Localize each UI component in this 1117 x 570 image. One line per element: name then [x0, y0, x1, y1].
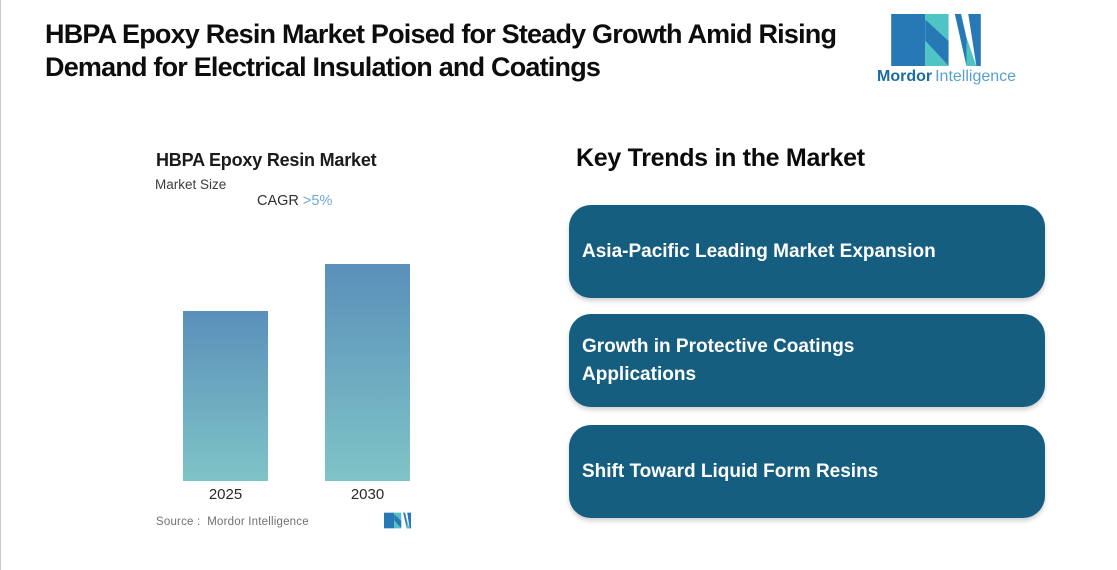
trend-card-liquid-form: Shift Toward Liquid Form Resins — [569, 425, 1045, 518]
wordmark-intelligence: Intelligence — [935, 68, 1017, 85]
chart-title: HBPA Epoxy Resin Market — [156, 150, 377, 170]
chart-bar-2025 — [183, 311, 268, 481]
bar-chart — [183, 264, 410, 481]
wordmark-mordor: Mordor — [877, 68, 933, 85]
trends-heading: Key Trends in the Market — [576, 144, 865, 172]
chart-bar-2030 — [325, 264, 410, 481]
mordor-logo-wordmark: Mordor Intelligence — [877, 68, 1016, 86]
trend-card-label: Asia-Pacific Leading Market Expansion — [582, 240, 936, 262]
trend-card-label: Growth in Protective Coatings Applicatio… — [582, 335, 855, 385]
mordor-logo: Mordor Intelligence — [877, 14, 1016, 86]
trend-card-label: Shift Toward Liquid Form Resins — [582, 460, 879, 482]
cagr-value: >5% — [302, 193, 333, 209]
source-note: Source : Mordor Intelligence — [156, 516, 309, 528]
chart-subtitle: Market Size — [155, 177, 227, 192]
page-title: HBPA Epoxy Resin Market Poised for Stead… — [45, 19, 837, 82]
cagr-annotation: CAGR >5% — [257, 193, 332, 209]
cagr-label: CAGR — [257, 193, 299, 209]
mordor-logo-small-icon — [384, 512, 411, 529]
mordor-logo-icon — [891, 14, 981, 66]
bar-label-2025: 2025 — [208, 486, 243, 503]
bar-label-2030: 2030 — [350, 486, 385, 503]
trend-card-asia-pacific: Asia-Pacific Leading Market Expansion — [569, 205, 1045, 298]
trend-card-protective-coatings: Growth in Protective Coatings Applicatio… — [569, 314, 1045, 407]
